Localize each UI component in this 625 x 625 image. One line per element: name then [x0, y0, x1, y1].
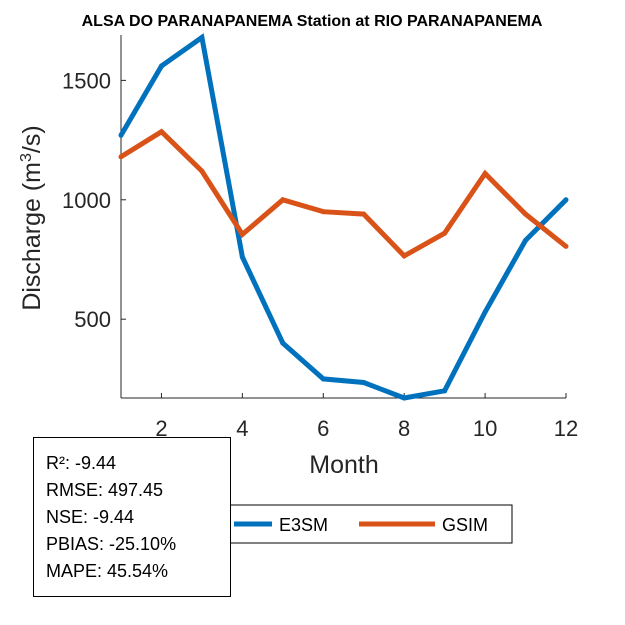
data-point-e3sm-4	[239, 254, 245, 260]
y-axis-label: Discharge (m3/s)	[18, 125, 46, 310]
stat-r2: R²: -9.44	[46, 453, 117, 473]
data-point-e3sm-11	[523, 237, 529, 243]
legend-label-e3sm: E3SM	[279, 515, 328, 535]
data-point-gsim-4	[239, 231, 245, 237]
series-line-e3sm	[118, 33, 568, 401]
x-tick-label-6: 6	[317, 416, 329, 441]
data-point-e3sm-9	[442, 388, 448, 394]
legend-label-gsim: GSIM	[442, 515, 488, 535]
stat-pbias: PBIAS: -25.10%	[46, 534, 177, 554]
data-point-gsim-11	[523, 211, 529, 217]
y-axis-label-sup: 3	[18, 153, 35, 162]
data-point-e3sm-5	[280, 340, 286, 346]
data-point-gsim-7	[361, 211, 367, 217]
stats-box: R²: -9.44 RMSE: 497.45 NSE: -9.44 PBIAS:…	[33, 437, 231, 597]
x-tick-label-4: 4	[236, 416, 248, 441]
x-axis-label: Month	[309, 451, 378, 479]
data-point-gsim-9	[442, 230, 448, 236]
x-tick-label-10: 10	[473, 416, 497, 441]
stat-rmse: RMSE: 497.45	[46, 480, 164, 500]
data-point-gsim-2	[158, 129, 164, 135]
data-point-gsim-8	[401, 253, 407, 259]
data-point-gsim-1	[118, 154, 124, 160]
data-point-gsim-12	[563, 243, 569, 249]
x-tick-label-12: 12	[554, 416, 578, 441]
data-point-e3sm-6	[320, 376, 326, 382]
data-point-e3sm-12	[563, 197, 569, 203]
stat-nse: NSE: -9.44	[46, 507, 135, 527]
chart-title: ALSA DO PARANAPANEMA Station at RIO PARA…	[82, 13, 543, 30]
series-line-gsim	[119, 128, 568, 260]
data-point-gsim-10	[482, 171, 488, 177]
data-point-e3sm-3	[199, 34, 205, 40]
stat-mape: MAPE: 45.54%	[46, 561, 169, 581]
data-point-e3sm-7	[361, 379, 367, 385]
legend: E3SM GSIM	[227, 504, 513, 544]
data-point-gsim-5	[280, 197, 286, 203]
x-tick-label-2: 2	[155, 416, 167, 441]
y-tick-label-1000: 1000	[62, 188, 111, 213]
data-point-gsim-6	[320, 209, 326, 215]
y-axis-label-main: Discharge (m	[18, 162, 46, 311]
data-point-gsim-3	[199, 168, 205, 174]
x-tick-label-8: 8	[398, 416, 410, 441]
y-tick-label-500: 500	[74, 307, 111, 332]
plot-area: 2 4 6 8 10 12 500 1000 1500	[62, 33, 578, 441]
data-point-e3sm-2	[158, 63, 164, 69]
y-axis-label-unit: /s)	[18, 125, 46, 153]
data-point-e3sm-8	[401, 395, 407, 401]
data-point-e3sm-1	[118, 132, 124, 138]
y-tick-label-1500: 1500	[62, 68, 111, 93]
data-point-e3sm-10	[482, 309, 488, 315]
